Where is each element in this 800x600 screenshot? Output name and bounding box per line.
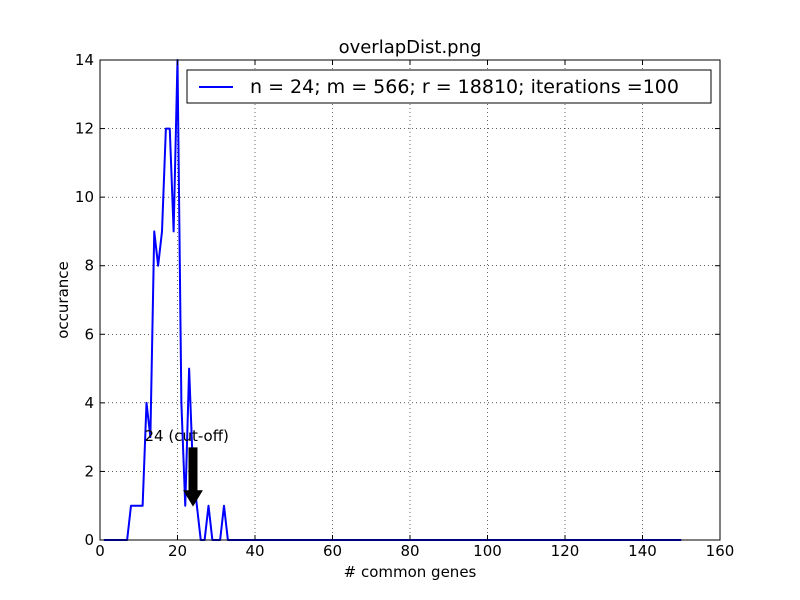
cutoff-annotation-label: 24 (cut-off) — [145, 427, 229, 445]
annotation-layer: 24 (cut-off) — [145, 427, 229, 507]
x-tick-label: 0 — [95, 542, 105, 560]
y-tick-label: 6 — [84, 325, 94, 343]
x-axis-label: # common genes — [344, 563, 477, 581]
y-tick-label: 0 — [84, 531, 94, 549]
x-tick-label: 80 — [400, 542, 419, 560]
x-tick-label: 160 — [706, 542, 735, 560]
cutoff-arrow — [183, 447, 203, 507]
x-tick-label: 140 — [628, 542, 657, 560]
legend-box — [186, 69, 712, 104]
y-tick-label: 14 — [75, 51, 94, 69]
y-axis-label: occurance — [54, 261, 72, 339]
y-tick-label: 10 — [75, 188, 94, 206]
x-tick-label: 100 — [473, 542, 502, 560]
y-tick-label: 4 — [84, 394, 94, 412]
x-tick-label: 40 — [245, 542, 264, 560]
legend-label: n = 24; m = 566; r = 18810; iterations =… — [250, 76, 679, 98]
y-tick-label: 12 — [75, 120, 94, 138]
grid-layer — [100, 60, 720, 540]
x-tick-label: 120 — [551, 542, 580, 560]
x-tick-label: 20 — [168, 542, 187, 560]
x-tick-label: 60 — [323, 542, 342, 560]
y-tick-label: 8 — [84, 257, 94, 275]
y-tick-label: 2 — [84, 462, 94, 480]
chart-title: overlapDist.png — [339, 37, 482, 58]
legend: n = 24; m = 566; r = 18810; iterations =… — [186, 69, 712, 104]
tick-layer: 0 20 40 60 80 100 120 140 160 0 2 4 6 8 10 12 14 — [75, 51, 734, 560]
